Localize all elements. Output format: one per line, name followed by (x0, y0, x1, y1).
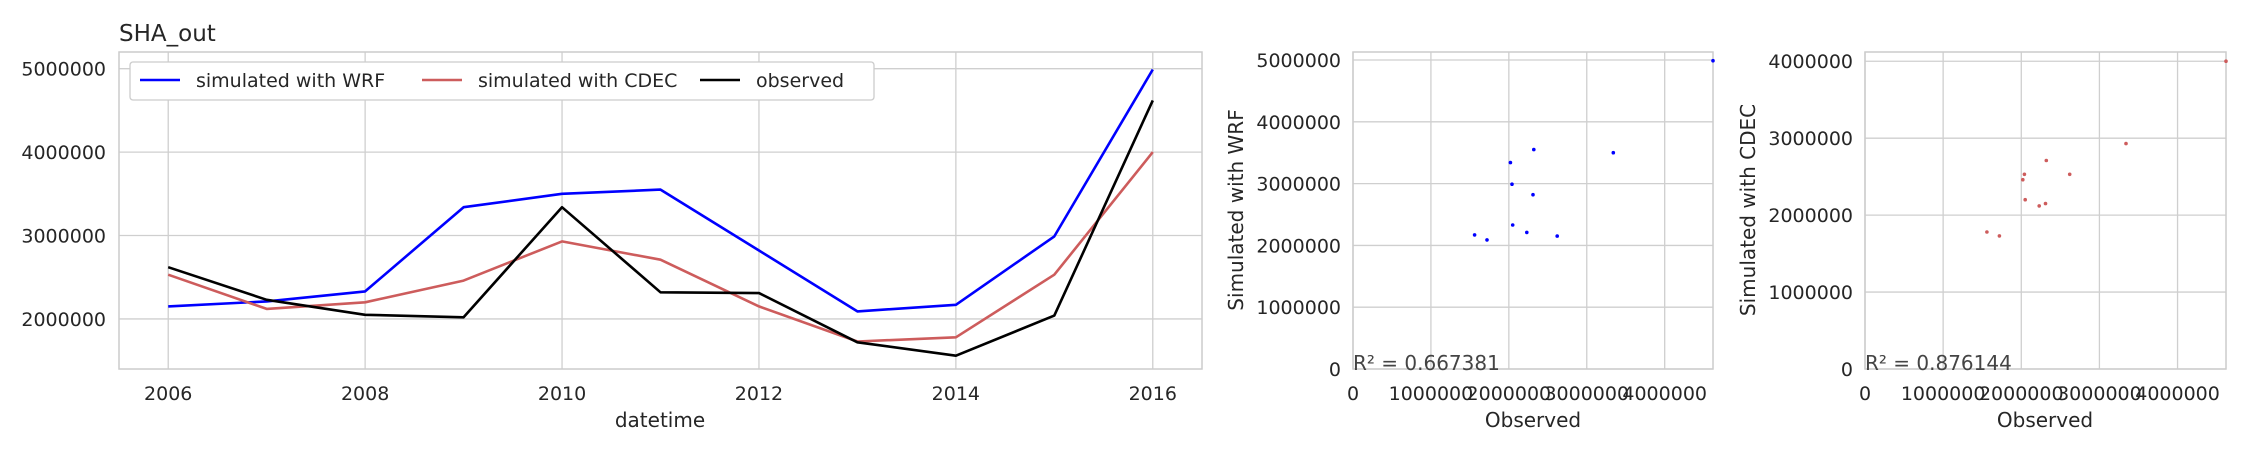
line-chart-x-ticks: 2006 2008 2010 2012 2014 2016 (144, 383, 1177, 405)
scatter-x-tick-label: 4000000 (2135, 383, 2220, 405)
scatter-point (1531, 192, 1535, 197)
scatter-x-tick-label: 0 (1347, 383, 1359, 405)
scatter-y-tick-label: 0 (1329, 359, 1341, 381)
scatter-point (1555, 234, 1559, 238)
scatter-point (2224, 59, 2228, 63)
scatter-point (1711, 58, 1715, 63)
scatter-y-tick-label: 1000000 (1768, 282, 1853, 304)
chart-title: SHA_out (119, 21, 216, 47)
scatter-x-tick-label: 2000000 (1979, 383, 2064, 405)
scatter-wrf-gridlines (1352, 52, 1713, 370)
scatter-cdec-x-axis-label: Observed (1997, 408, 2093, 432)
line-chart-x-axis-label: datetime (615, 408, 705, 432)
scatter-point (2037, 204, 2041, 208)
scatter-cdec-points (1985, 59, 2228, 238)
scatter-wrf-frame (1352, 51, 1714, 370)
scatter-cdec-gridlines (1864, 52, 2226, 370)
scatter-wrf-r2-annotation: R² = 0.667381 (1353, 351, 1500, 375)
scatter-point (1472, 233, 1477, 237)
scatter-x-tick-label: 3000000 (2057, 383, 2142, 405)
scatter-x-tick-label: 1000000 (1901, 383, 1986, 405)
line-chart-x-tick-label: 2010 (538, 383, 586, 405)
legend-box (129, 61, 875, 101)
scatter-point (1510, 223, 1515, 227)
scatter-y-tick-label: 2000000 (1256, 235, 1341, 257)
series-line-observed (167, 99, 1154, 358)
series-line-simulated-with-wrf (168, 68, 1154, 313)
scatter-x-tick-label: 4000000 (1622, 383, 1707, 405)
line-chart-x-tick-label: 2016 (1129, 383, 1177, 405)
scatter-point (1997, 234, 2002, 238)
scatter-x-tick-label: 0 (1859, 383, 1871, 405)
scatter-point (1525, 230, 1529, 235)
scatter-point (1985, 230, 1989, 234)
scatter-x-tick-label: 1000000 (1389, 383, 1474, 405)
scatter-cdec-r2-annotation: R² = 0.876144 (1865, 351, 2012, 375)
line-chart-y-tick-label: 2000000 (21, 309, 106, 331)
line-chart-frame (118, 51, 1203, 370)
scatter-point (2023, 197, 2027, 202)
scatter-wrf-y-axis-label: Simulated with WRF (1224, 109, 1248, 310)
scatter-point (2044, 158, 2049, 163)
line-chart-x-tick-label: 2014 (932, 383, 980, 405)
line-chart-x-tick-label: 2006 (144, 383, 192, 405)
scatter-y-tick-label: 0 (1841, 359, 1853, 381)
scatter-x-tick-label: 3000000 (1544, 383, 1629, 405)
line-chart-y-tick-label: 4000000 (21, 142, 106, 164)
line-chart-gridlines (119, 52, 1202, 369)
scatter-point (1532, 147, 1536, 152)
scatter-y-tick-label: 4000000 (1768, 51, 1853, 73)
scatter-point (1510, 182, 1514, 186)
line-chart-x-tick-label: 2012 (735, 383, 783, 405)
scatter-cdec-y-axis-label: Simulated with CDEC (1736, 104, 1760, 316)
series-line-simulated-with-cdec (167, 151, 1154, 343)
legend-label: observed (756, 70, 844, 92)
scatter-point (1485, 238, 1489, 242)
line-chart-y-tick-label: 5000000 (21, 59, 106, 81)
scatter-wrf-x-axis-label: Observed (1485, 408, 1581, 432)
scatter-point (2067, 172, 2072, 177)
scatter-y-tick-label: 4000000 (1256, 112, 1341, 134)
line-chart-x-tick-label: 2008 (341, 383, 389, 405)
scatter-y-tick-label: 2000000 (1768, 205, 1853, 227)
scatter-y-tick-label: 3000000 (1256, 174, 1341, 196)
legend: simulated with WRF simulated with CDEC obs… (129, 61, 875, 101)
scatter-point (2043, 201, 2048, 206)
scatter-point (2124, 141, 2128, 146)
scatter-y-tick-label: 5000000 (1256, 50, 1341, 72)
line-chart-y-ticks: 2000000 3000000 4000000 5000000 (21, 59, 106, 331)
scatter-cdec-y-ticks: 0 1000000 2000000 3000000 4000000 (1768, 51, 1853, 381)
scatter-point (2022, 172, 2027, 177)
scatter-wrf-points (1472, 58, 1715, 242)
scatter-point (1611, 150, 1616, 155)
line-chart-series (167, 68, 1154, 358)
legend-label: simulated with CDEC (478, 70, 677, 92)
scatter-y-tick-label: 3000000 (1768, 128, 1853, 150)
scatter-cdec-frame (1864, 51, 2227, 370)
line-chart-y-tick-label: 3000000 (21, 226, 106, 248)
scatter-point (2021, 177, 2025, 182)
scatter-wrf-y-ticks: 0 1000000 2000000 3000000 4000000 5000000 (1256, 50, 1341, 381)
legend-label: simulated with WRF (196, 70, 385, 92)
scatter-y-tick-label: 1000000 (1256, 297, 1341, 319)
scatter-point (1508, 160, 1513, 165)
line-chart-panel: SHA_out 2006 2008 2010 2012 2014 2016 2000000… (21, 21, 1203, 432)
scatter-x-tick-label: 2000000 (1467, 383, 1552, 405)
